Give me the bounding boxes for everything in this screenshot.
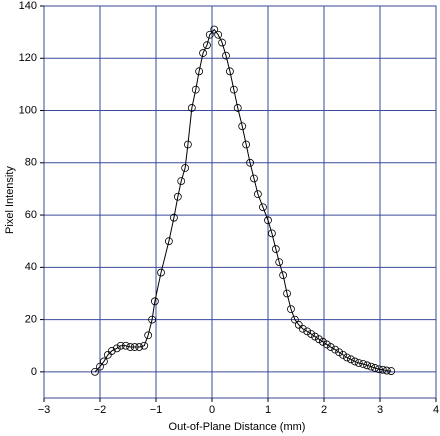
marker (144, 331, 153, 340)
marker (187, 104, 196, 112)
marker (382, 366, 391, 375)
marker (210, 25, 219, 34)
y-axis-label: Pixel Intensity (4, 166, 16, 234)
marker (150, 297, 159, 306)
marker (303, 327, 312, 336)
y-tick-label: 20 (25, 314, 37, 326)
marker (350, 357, 359, 366)
marker (343, 353, 351, 362)
marker (191, 85, 200, 94)
plot-area (43, 5, 437, 399)
marker (135, 343, 144, 351)
marker (199, 49, 207, 57)
marker (226, 67, 234, 76)
marker (367, 362, 375, 371)
x-tick-label: −2 (94, 404, 107, 416)
marker (229, 85, 238, 94)
marker (184, 140, 192, 149)
marker (96, 362, 104, 371)
marker (157, 268, 165, 277)
x-axis-label: Out-of-Plane Distance (mm) (169, 421, 306, 433)
marker (170, 213, 178, 222)
marker (177, 177, 186, 185)
marker (387, 367, 396, 375)
marker (126, 343, 135, 351)
marker (326, 343, 335, 351)
marker (107, 347, 116, 355)
marker (371, 364, 379, 372)
y-tick-label: 120 (19, 52, 37, 64)
marker (268, 229, 276, 238)
marker (121, 341, 130, 350)
marker (222, 51, 230, 60)
x-tick-label: 2 (321, 404, 327, 416)
marker (254, 190, 262, 199)
marker (307, 330, 316, 338)
marker (116, 341, 125, 350)
line (94, 28, 392, 373)
marker (164, 237, 173, 246)
marker (374, 365, 383, 374)
marker (346, 355, 355, 364)
x-tick-label: 1 (265, 404, 271, 416)
marker (242, 140, 251, 149)
marker (181, 164, 190, 172)
marker (214, 30, 223, 39)
marker (271, 245, 280, 253)
marker (173, 192, 182, 201)
x-tick-label: 0 (209, 404, 215, 416)
marker (378, 365, 387, 374)
marker (264, 216, 272, 225)
marker (238, 122, 247, 131)
marker (130, 343, 139, 351)
x-tick-label: 4 (433, 404, 439, 416)
marker (103, 350, 112, 359)
marker (91, 367, 99, 376)
marker (322, 340, 331, 349)
marker (275, 258, 284, 267)
x-tick-label: −3 (38, 404, 51, 416)
marker (218, 38, 226, 47)
marker (140, 341, 149, 350)
marker (294, 320, 303, 329)
marker (203, 41, 211, 50)
marker (354, 359, 363, 367)
marker (250, 174, 258, 183)
marker (279, 271, 288, 280)
marker (339, 350, 347, 359)
marker (112, 344, 121, 353)
marker (335, 348, 344, 357)
y-tick-label: 40 (25, 261, 37, 273)
x-tick-label: −1 (150, 404, 163, 416)
y-tick-label: 60 (25, 209, 37, 221)
marker (148, 315, 156, 324)
marker (290, 315, 299, 324)
marker (205, 30, 214, 39)
marker (259, 203, 267, 212)
marker (287, 305, 295, 314)
y-tick-label: 0 (31, 366, 37, 378)
marker (359, 360, 368, 368)
x-tick-label: 3 (377, 404, 383, 416)
marker (331, 345, 340, 354)
marker (246, 158, 254, 167)
y-tick-label: 80 (25, 157, 37, 169)
marker (318, 337, 327, 346)
marker (233, 104, 242, 112)
marker (100, 357, 108, 366)
marker (315, 335, 323, 344)
marker (298, 324, 307, 333)
y-tick-label: 100 (19, 104, 37, 116)
marker (311, 332, 319, 341)
marker (283, 289, 291, 298)
marker (195, 67, 204, 76)
y-tick-label: 140 (19, 0, 37, 12)
marker (363, 361, 372, 370)
